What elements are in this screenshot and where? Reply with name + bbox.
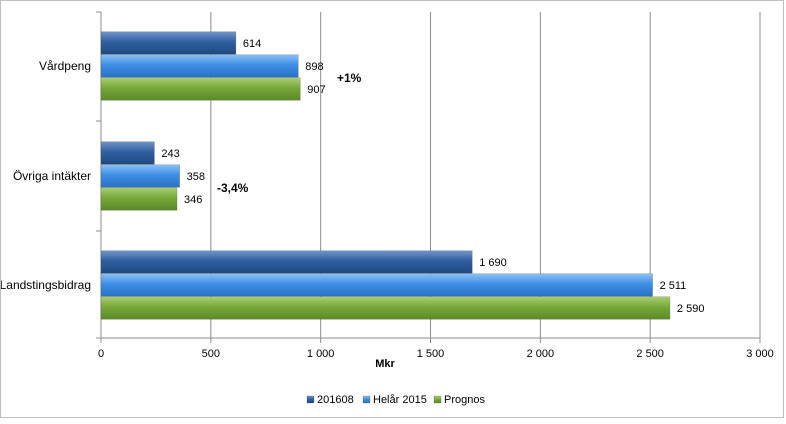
bar — [100, 187, 178, 211]
bar — [100, 54, 299, 78]
x-tick-label: 1 500 — [417, 348, 445, 360]
legend-label: 201608 — [317, 394, 354, 406]
data-label: 358 — [187, 171, 205, 183]
bar — [100, 77, 301, 101]
bar — [100, 141, 155, 165]
legend-swatch — [306, 395, 315, 404]
bar — [100, 31, 237, 55]
bars — [100, 31, 671, 320]
change-annotation: -3,4% — [217, 181, 249, 195]
legend-label: Helår 2015 — [373, 394, 427, 406]
data-label: 346 — [184, 194, 202, 206]
x-tick-label: 2 500 — [636, 348, 664, 360]
bar — [100, 296, 671, 320]
data-label: 898 — [305, 61, 323, 73]
x-tick-label: 2 000 — [527, 348, 555, 360]
bar — [100, 164, 180, 188]
x-tick-label: 3 000 — [746, 348, 774, 360]
data-label: 243 — [161, 148, 179, 160]
x-axis-title: Mkr — [375, 358, 395, 370]
bar — [100, 273, 653, 297]
x-tick-label: 500 — [202, 348, 220, 360]
x-tick-label: 1 000 — [307, 348, 335, 360]
data-label: 1 690 — [479, 257, 507, 269]
category-label: Landstingsbidrag — [1, 278, 91, 292]
data-label: 2 590 — [677, 303, 705, 315]
legend-label: Prognos — [444, 394, 485, 406]
category-label: Vårdpeng — [39, 59, 91, 73]
legend: 201608 Helår 2015 Prognos — [306, 394, 485, 406]
bar — [100, 250, 473, 274]
labels: 0 500 1 000 1 500 2 000 2 500 3 000 Mkr Vårdpeng… — [0, 38, 774, 370]
legend-swatch — [362, 395, 371, 404]
legend-swatch — [433, 395, 442, 404]
change-annotation: +1% — [337, 71, 362, 85]
category-label: Övriga intäkter — [13, 169, 91, 183]
data-label: 614 — [243, 38, 261, 50]
data-label: 2 511 — [660, 280, 687, 292]
data-label: 907 — [307, 84, 325, 96]
x-tick-label: 0 — [98, 348, 104, 360]
